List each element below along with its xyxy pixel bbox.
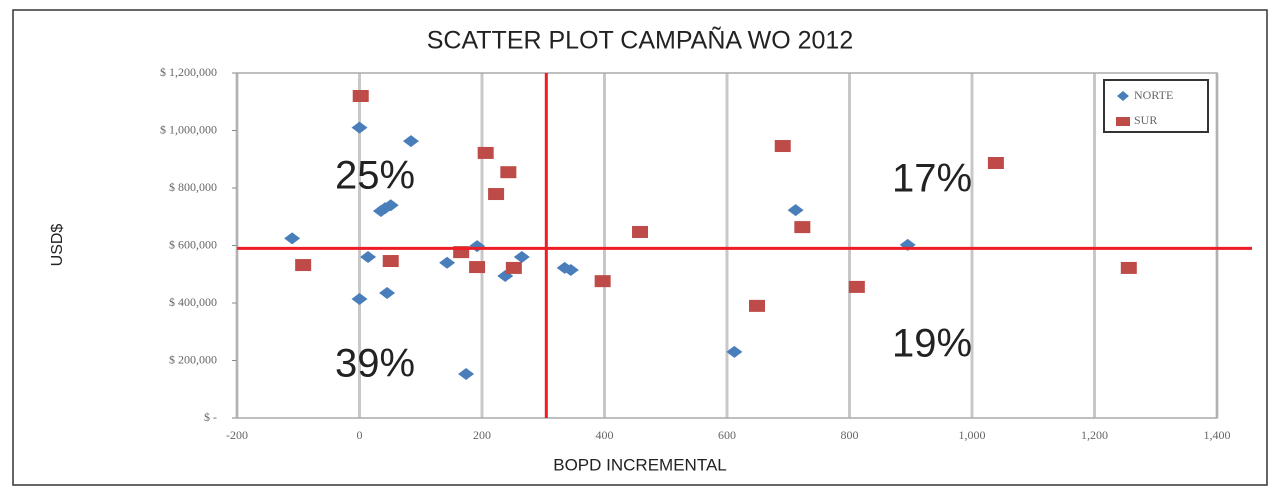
y-tick-label: $ -: [204, 410, 217, 424]
point: [749, 299, 766, 312]
point: [351, 121, 368, 134]
y-tick-label: $ 600,000: [169, 237, 217, 251]
legend-marker: [1116, 117, 1130, 126]
y-tick-label: $ 1,200,000: [160, 65, 217, 79]
point: [382, 255, 399, 268]
plot-area: [236, 72, 1218, 419]
annotation: 25%: [335, 154, 415, 198]
annotation: 19%: [892, 322, 972, 366]
annotation: 39%: [335, 342, 415, 386]
point: [488, 188, 505, 201]
legend-marker: [1117, 91, 1129, 101]
point: [1120, 261, 1137, 274]
y-tick-label: $ 200,000: [169, 352, 217, 366]
point: [513, 251, 530, 263]
y-axis-label: USD$: [49, 224, 66, 267]
y-tick-label: $ 400,000: [169, 295, 217, 309]
legend-label: NORTE: [1134, 88, 1173, 102]
x-tick-label: 600: [718, 428, 736, 442]
legend-label: SUR: [1134, 113, 1157, 127]
x-axis-label: BOPD INCREMENTAL: [553, 455, 727, 474]
point: [632, 225, 649, 238]
point: [402, 135, 419, 148]
x-tick-label: 1,000: [959, 428, 986, 442]
point: [379, 286, 396, 299]
point: [477, 146, 494, 159]
point: [500, 166, 517, 179]
y-tick-label: $ 800,000: [169, 180, 217, 194]
point: [594, 275, 611, 288]
x-tick-label: 200: [473, 428, 491, 442]
point: [848, 280, 865, 293]
annotation: 17%: [892, 157, 972, 201]
x-tick-label: 1,200: [1081, 428, 1108, 442]
point: [469, 261, 486, 274]
point: [352, 90, 369, 102]
x-tick-label: -200: [226, 428, 248, 442]
point: [562, 263, 579, 276]
x-tick-label: 1,400: [1204, 428, 1231, 442]
y-tick-label: $ 1,000,000: [160, 122, 217, 136]
point: [453, 246, 470, 259]
x-tick-label: 400: [596, 428, 614, 442]
point: [360, 251, 377, 263]
x-tick-label: 0: [357, 428, 363, 442]
point: [987, 156, 1004, 169]
point: [458, 368, 475, 381]
point: [726, 345, 743, 358]
point: [774, 140, 791, 153]
chart-title: SCATTER PLOT CAMPAÑA WO 2012: [427, 26, 854, 55]
point: [505, 261, 522, 274]
point: [295, 259, 312, 272]
point: [787, 204, 804, 217]
point: [794, 221, 811, 234]
point: [284, 232, 301, 245]
point: [382, 199, 399, 212]
x-tick-label: 800: [841, 428, 859, 442]
point: [497, 269, 514, 282]
point: [351, 292, 368, 305]
point: [439, 256, 456, 269]
